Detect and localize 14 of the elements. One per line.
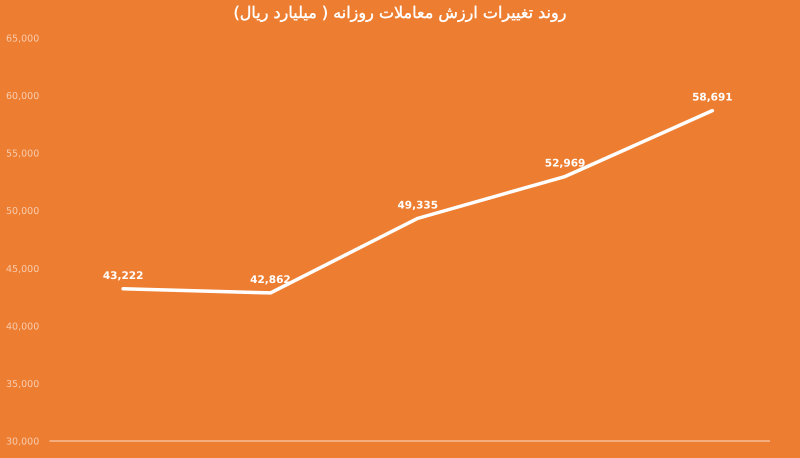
y-tick-label: 45,000 (6, 264, 40, 275)
data-label: 43,222 (102, 270, 144, 282)
y-tick-label: 35,000 (6, 378, 40, 390)
data-label: 58,691 (692, 92, 733, 104)
y-tick-label: 65,000 (6, 34, 40, 44)
data-label: 52,969 (544, 158, 586, 170)
y-tick-label: 55,000 (6, 148, 40, 160)
data-label: 49,335 (397, 199, 438, 212)
y-tick-label: 30,000 (6, 436, 40, 448)
y-tick-label: 50,000 (6, 206, 40, 218)
title: روند تغییرات ارزش معاملات روزانه ( میلیارد ریال) (234, 3, 566, 22)
y-tick-label: 40,000 (6, 321, 40, 332)
y-tick-label: 60,000 (6, 91, 40, 102)
data-label: 42,862 (250, 274, 291, 286)
